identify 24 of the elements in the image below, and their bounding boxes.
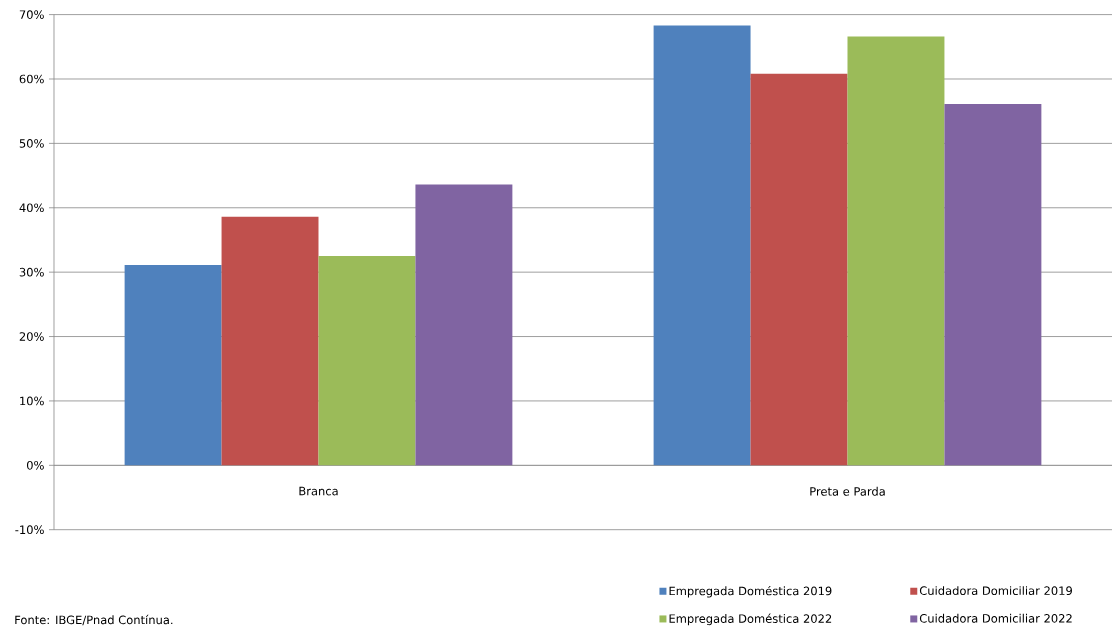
bar: [847, 36, 945, 466]
y-tick-label: 0%: [26, 460, 44, 470]
bar: [318, 256, 416, 466]
legend-label: Empregada Doméstica 2022: [669, 613, 832, 626]
y-tick-label: 40%: [19, 203, 44, 213]
y-tick-label: 30%: [19, 267, 44, 277]
bar: [124, 265, 222, 466]
y-tick-label: -10%: [15, 525, 44, 535]
x-tick-label: Preta e Parda: [810, 486, 885, 496]
source-note: Fonte: IBGE/Pnad Contínua.: [15, 614, 173, 626]
legend-label: Cuidadora Domiciliar 2022: [919, 613, 1072, 623]
bar: [415, 184, 513, 466]
legend-label: Empregada Doméstica 2019: [669, 585, 832, 598]
y-tick-label: 50%: [19, 139, 44, 148]
y-tick-label: 10%: [20, 396, 44, 406]
bar: [653, 25, 751, 466]
x-tick-label: Branca: [299, 486, 338, 496]
y-tick-label: 60%: [19, 74, 44, 84]
y-tick-label: 70%: [19, 10, 44, 19]
bar: [750, 73, 848, 466]
bar: [944, 104, 1042, 466]
y-tick-label: 20%: [19, 332, 44, 341]
bar: [221, 216, 319, 466]
legend-label: Cuidadora Domiciliar 2019: [919, 586, 1072, 596]
